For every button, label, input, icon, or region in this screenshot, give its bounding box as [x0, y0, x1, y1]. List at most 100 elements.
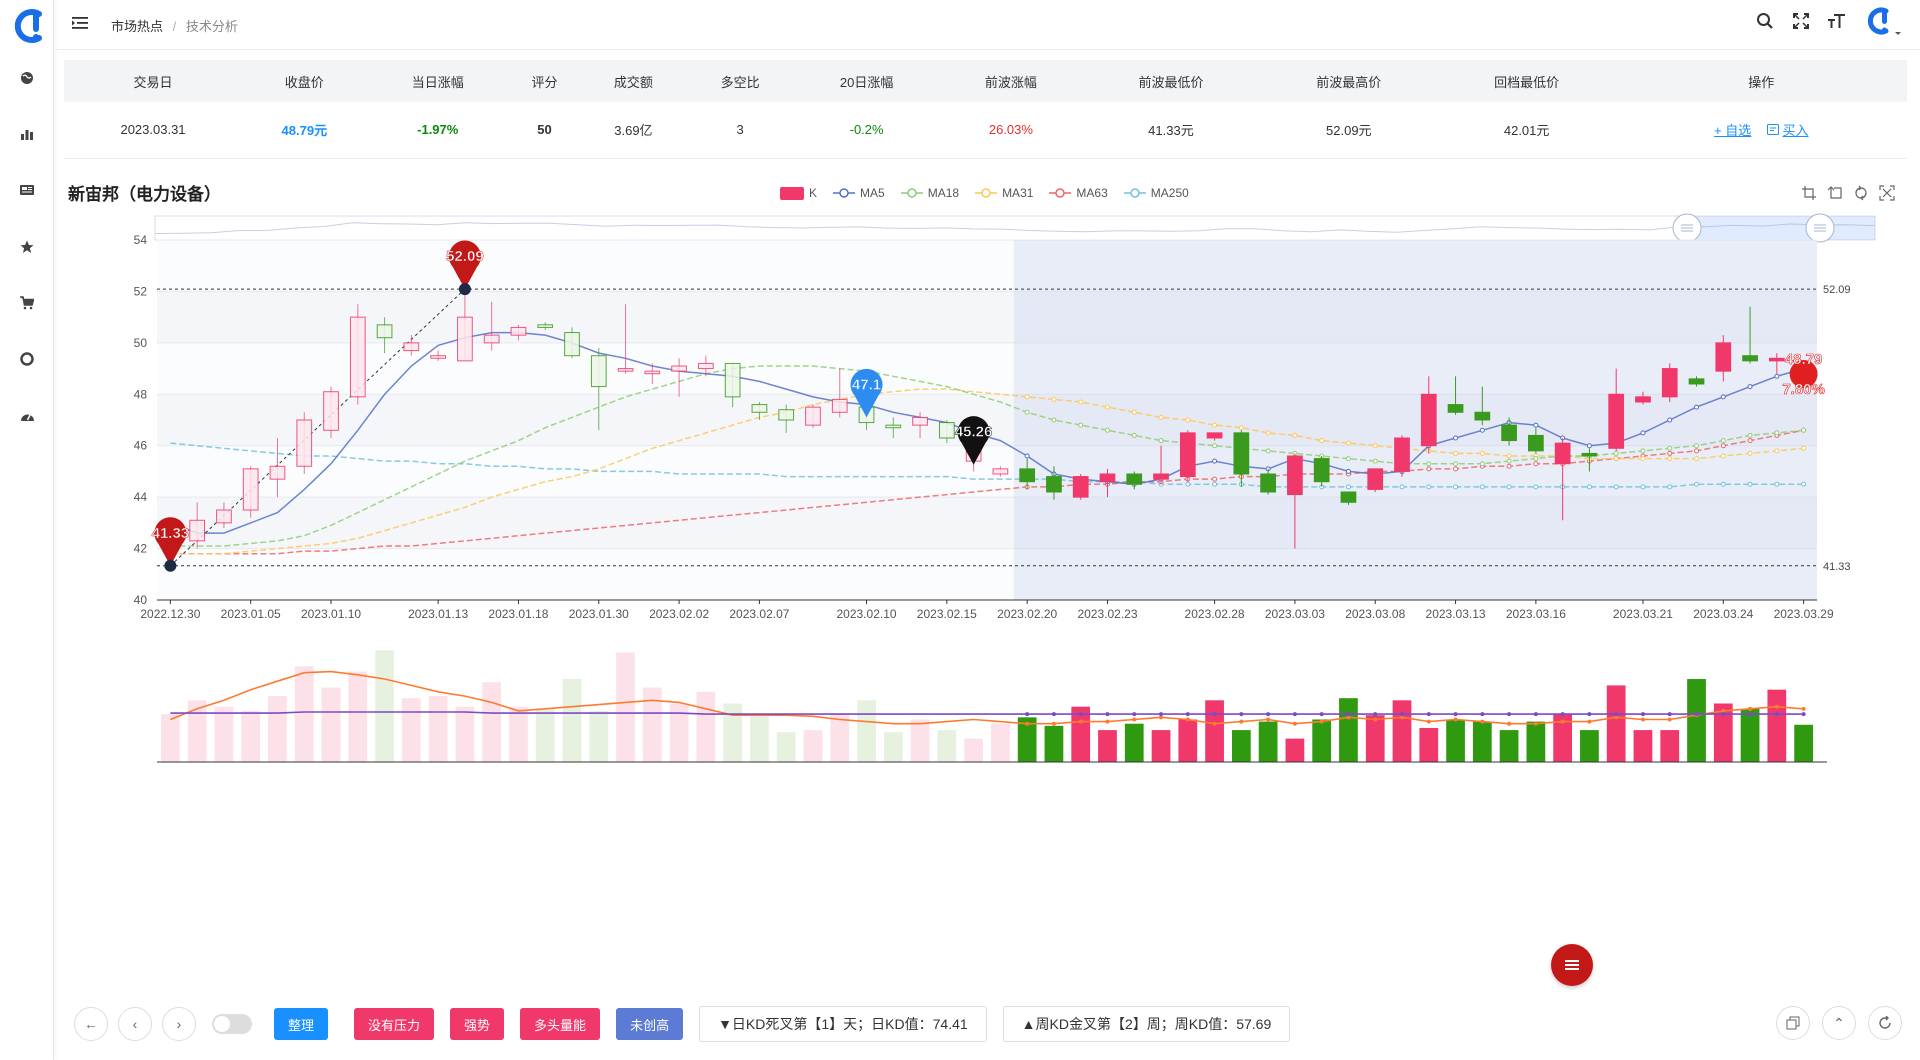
tag-consolidation[interactable]: 整理: [274, 1008, 329, 1040]
ma63-point: [1533, 461, 1539, 467]
y-tick-label: 50: [134, 336, 148, 350]
save-image-icon[interactable]: [1878, 184, 1896, 202]
back-button[interactable]: ←: [74, 1007, 108, 1041]
ma31-line: [170, 388, 1804, 555]
candle-body: [1742, 355, 1758, 362]
vol-line2-point: [1507, 712, 1512, 717]
candle-body: [590, 355, 607, 388]
add-watchlist-link[interactable]: + 自选: [1714, 123, 1751, 138]
ma63-point: [1506, 463, 1512, 469]
volume-bar: [589, 710, 609, 762]
x-tick-label: 2023.02.02: [649, 607, 709, 621]
dashboard-icon[interactable]: [17, 405, 37, 425]
tag-strong[interactable]: 强势: [450, 1008, 505, 1040]
vol-line2-point: [1453, 712, 1458, 717]
candle-body: [216, 509, 232, 524]
menu-toggle-icon[interactable]: [71, 14, 89, 32]
vol-line1-point: [1051, 721, 1056, 726]
vol-line1-point: [1132, 717, 1137, 722]
x-tick-label: 2023.02.23: [1077, 607, 1137, 621]
ma18-point: [1613, 450, 1619, 456]
vol-line1-point: [1721, 708, 1726, 713]
app-logo[interactable]: [9, 8, 45, 44]
last-price-label: 48.79: [1785, 351, 1823, 368]
buy-link[interactable]: 买入: [1766, 123, 1809, 138]
breadcrumb-home[interactable]: 市场热点: [111, 19, 164, 34]
chevron-right-icon: ›: [176, 1016, 182, 1032]
candle-body: [617, 368, 634, 372]
font-size-icon[interactable]: [1826, 10, 1848, 32]
zoom-select-icon[interactable]: [1800, 184, 1818, 202]
star-icon[interactable]: [17, 237, 37, 257]
tag-no-new-high[interactable]: 未创高: [616, 1008, 684, 1040]
scroll-top-button[interactable]: ⌃: [1822, 1006, 1856, 1040]
legend-ma5-swatch: [833, 188, 856, 198]
ma31-point: [1292, 432, 1298, 438]
legend-ma5[interactable]: MA5: [833, 186, 885, 200]
volume-bar: [1098, 730, 1117, 762]
candle-body: [1768, 357, 1785, 362]
grid-band: [157, 291, 1817, 343]
candle-body: [1046, 476, 1062, 493]
vol-line1-point: [1025, 721, 1030, 726]
chart-grid: [157, 239, 1817, 601]
legend-ma18[interactable]: MA18: [900, 186, 959, 200]
wave-low-marker-pin: [154, 517, 187, 566]
ma18-point: [1694, 443, 1700, 449]
copy-button[interactable]: [1776, 1006, 1810, 1040]
col-day-change: 当日涨幅: [366, 60, 509, 102]
ma250-point: [1640, 484, 1646, 490]
restore-icon[interactable]: [1852, 184, 1870, 202]
newspaper-icon[interactable]: [17, 180, 37, 200]
col-wave-low: 前波最低价: [1082, 60, 1260, 102]
volume-bar: [696, 691, 716, 762]
vol-line2-point: [1025, 712, 1030, 717]
pullback-marker: 47.1: [850, 368, 883, 418]
legend-k[interactable]: K: [780, 186, 817, 200]
refresh-button[interactable]: [1868, 1006, 1902, 1040]
legend-ma250[interactable]: MA250: [1123, 186, 1189, 200]
tag-bullish-volume[interactable]: 多头量能: [520, 1008, 601, 1040]
floating-menu-button[interactable]: [1551, 944, 1593, 986]
ma250-point: [1479, 484, 1485, 490]
grid-band: [157, 240, 1817, 292]
cart-icon[interactable]: [17, 293, 37, 313]
fullscreen-icon[interactable]: [1790, 10, 1812, 32]
legend-ma63[interactable]: MA63: [1049, 186, 1108, 200]
x-tick-label: 2023.03.24: [1693, 607, 1753, 621]
legend-ma31[interactable]: MA31: [975, 186, 1033, 200]
volume-bar: [937, 730, 957, 762]
ma5-point: [1024, 453, 1030, 459]
datazoom-slider[interactable]: [154, 213, 1876, 243]
vol-line1-point: [1748, 706, 1753, 711]
col-turnover: 成交额: [580, 60, 687, 102]
volume-bar: [1044, 725, 1064, 762]
candle-body: [1233, 432, 1250, 475]
candle-body: [938, 422, 955, 439]
vol-line2-point: [1560, 712, 1565, 717]
y-tick-label: 44: [134, 490, 148, 504]
user-avatar-icon[interactable]: [1862, 7, 1902, 35]
support-marker-label: 45.26: [955, 424, 993, 441]
vol-line1-point: [1560, 719, 1565, 724]
lifebuoy-icon[interactable]: [17, 349, 37, 369]
datazoom-left-handle-grip: [1681, 224, 1693, 232]
ma250-point: [1185, 481, 1191, 487]
search-icon[interactable]: [1754, 10, 1776, 32]
display-toggle[interactable]: [212, 1014, 252, 1034]
ma18-point: [1051, 417, 1057, 423]
next-button[interactable]: ›: [162, 1007, 196, 1041]
ma250-point: [1801, 481, 1807, 487]
candle-body: [992, 468, 1009, 475]
bar-chart-icon[interactable]: [17, 124, 37, 144]
tag-no-pressure[interactable]: 没有压力: [354, 1008, 435, 1040]
vol-line1: [170, 670, 1804, 725]
prev-button[interactable]: ‹: [118, 1007, 152, 1041]
vol-line2-point: [1480, 712, 1485, 717]
globe-icon[interactable]: [17, 68, 37, 88]
vol-line1-point: [1319, 719, 1324, 724]
cell-day-change: -1.97%: [366, 102, 509, 159]
zoom-reset-icon[interactable]: [1826, 184, 1844, 202]
candle-body: [1206, 432, 1223, 439]
